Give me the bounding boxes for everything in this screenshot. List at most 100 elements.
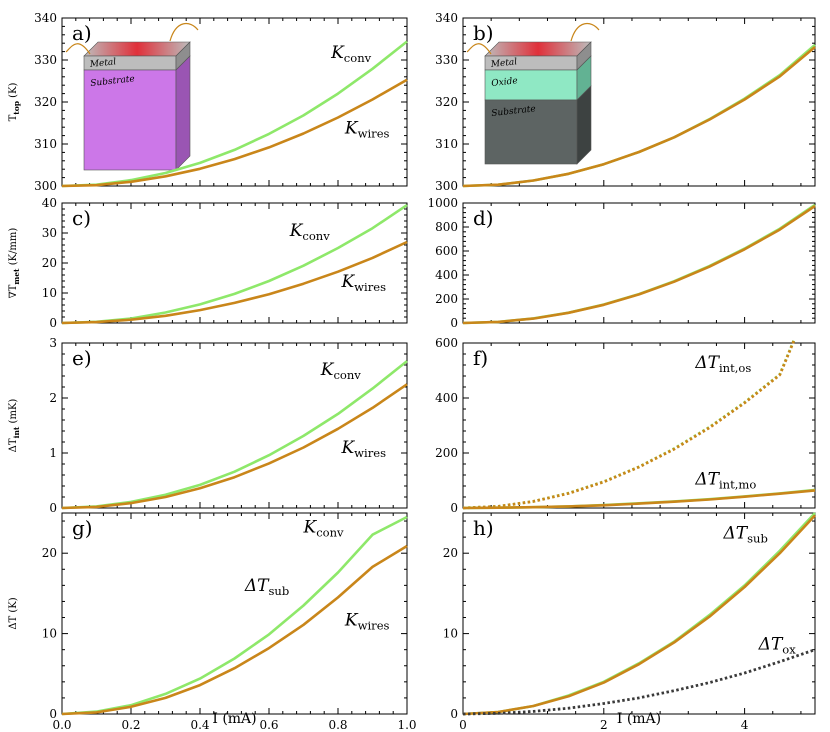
y-axis-title: ∇Tmet (K/mm)	[8, 228, 21, 299]
panel-label: f)	[473, 346, 488, 370]
y-tick-label: 3	[49, 336, 57, 350]
inset-layer-side-1	[175, 55, 191, 171]
series-line-1	[61, 78, 408, 188]
annotation-1: Kwires	[344, 119, 390, 141]
y-tick-label: 20	[443, 546, 458, 560]
annotation-1-sub: int,mo	[719, 478, 756, 492]
plot-frame	[61, 342, 408, 509]
sample-inset-0: Metal Substrate	[65, 22, 199, 171]
sample-inset-1: Metal Oxide Substrate	[466, 22, 600, 165]
y-axis-title: Ttop (K)	[8, 82, 21, 121]
series-line-0	[61, 360, 408, 510]
annotation-0-sub: conv	[344, 51, 372, 65]
series-line-0	[462, 203, 816, 325]
y-tick-label: 600	[435, 244, 458, 258]
panel-d: 0 200 400 600 800 1000 d)	[427, 196, 816, 330]
series-line-0	[61, 515, 408, 716]
annotation-1-base: K	[344, 119, 359, 139]
y-tick-label: 20	[42, 546, 57, 560]
series-line-1	[462, 46, 816, 188]
panel-label: e)	[72, 346, 92, 370]
inset-wire-right	[570, 22, 600, 42]
annotation-0: Kconv	[303, 517, 345, 539]
y-tick-label: 0	[49, 316, 57, 330]
plot-frame	[462, 202, 816, 324]
x-axis-title: I (mA)	[212, 711, 256, 727]
panel-label: g)	[72, 516, 93, 540]
y-tick-label: 10	[42, 627, 57, 641]
panel-label: d)	[473, 206, 494, 230]
inset-wire-left	[65, 43, 91, 55]
inset-layer-label-1: Oxide	[491, 76, 518, 89]
y-tick-label: 800	[435, 220, 458, 234]
panel-g: 0 10 20 0.0 0.2 0.4 0.6 0.8 1.0 ΔT (K) I (mA) g) Kco…	[8, 512, 417, 732]
series-line-2	[462, 648, 816, 716]
series-line-3	[462, 489, 816, 510]
x-tick-label: 2	[600, 718, 608, 732]
annotation-1-base: ΔT	[758, 635, 784, 655]
inset-layer-label-2: Substrate	[491, 104, 536, 119]
y-tick-label: 320	[34, 95, 57, 109]
y-tick-label: 310	[34, 137, 57, 151]
annotation-0-base: K	[320, 360, 335, 380]
annotation-0: ΔTint,os	[694, 353, 751, 375]
annotation-0-sub: conv	[333, 368, 361, 382]
x-tick-label: 0	[459, 718, 467, 732]
annotation-0-base: K	[330, 43, 345, 63]
annotation-1: ΔTsub	[244, 576, 289, 598]
annotation-1: Kwires	[340, 272, 386, 294]
x-tick-label: 1.0	[397, 718, 416, 732]
y-axis-title-sub: int	[12, 426, 21, 438]
annotation-0-sub: conv	[302, 229, 330, 243]
annotation-1-base: ΔT	[244, 576, 270, 596]
annotation-0: Kconv	[320, 360, 362, 382]
y-tick-label: 310	[435, 137, 458, 151]
y-tick-label: 20	[42, 256, 57, 270]
y-tick-label: 0	[450, 501, 458, 515]
panel-label: h)	[473, 516, 494, 540]
panel-a: 300 310 320 330 340 Ttop (K) Metal Substrate a) K…	[8, 11, 408, 193]
y-tick-label: 0	[49, 501, 57, 515]
panel-label: b)	[473, 21, 494, 45]
annotation-0-base: K	[289, 221, 304, 241]
y-tick-label: 30	[42, 226, 57, 240]
plot-frame	[61, 202, 408, 324]
inset-layer-1	[83, 69, 177, 171]
y-tick-label: 0	[450, 707, 458, 721]
y-tick-label: 0	[450, 316, 458, 330]
y-tick-label: 0	[49, 707, 57, 721]
x-axis-title: I (mA)	[617, 711, 661, 727]
y-tick-label: 340	[435, 11, 458, 25]
y-axis-title-unit: (mK)	[8, 399, 19, 427]
annotation-1-sub: ox	[782, 643, 796, 657]
series-line-1	[462, 204, 816, 325]
annotation-2-sub: wires	[358, 619, 390, 633]
series-line-1	[462, 514, 816, 716]
x-tick-label: 0.2	[121, 718, 140, 732]
annotation-0-sub: conv	[316, 525, 344, 539]
x-tick-label: 0.4	[190, 718, 209, 732]
y-tick-label: 300	[435, 179, 458, 193]
y-axis-title-base: ΔT	[8, 438, 19, 452]
y-tick-label: 200	[435, 292, 458, 306]
annotation-0: ΔTsub	[722, 524, 767, 546]
y-tick-label: 200	[435, 446, 458, 460]
inset-wire-right	[169, 22, 199, 42]
annotation-0-sub: sub	[747, 532, 768, 546]
y-tick-label: 40	[42, 196, 57, 210]
annotation-1-base: K	[340, 272, 355, 292]
y-tick-label: 10	[42, 286, 57, 300]
series-line-1	[61, 383, 408, 510]
inset-layer-label-0: Metal	[88, 57, 116, 70]
plot-frame	[462, 512, 816, 715]
annotation-1: ΔTox	[758, 635, 797, 657]
y-tick-label: 600	[435, 336, 458, 350]
y-tick-label: 400	[435, 391, 458, 405]
annotation-1-sub: wires	[354, 280, 386, 294]
annotation-1-sub: sub	[268, 584, 289, 598]
x-tick-label: 0.8	[328, 718, 347, 732]
y-axis-title-unit: (K)	[8, 82, 19, 101]
inset-layer-label-0: Metal	[489, 57, 517, 70]
y-tick-label: 300	[34, 179, 57, 193]
